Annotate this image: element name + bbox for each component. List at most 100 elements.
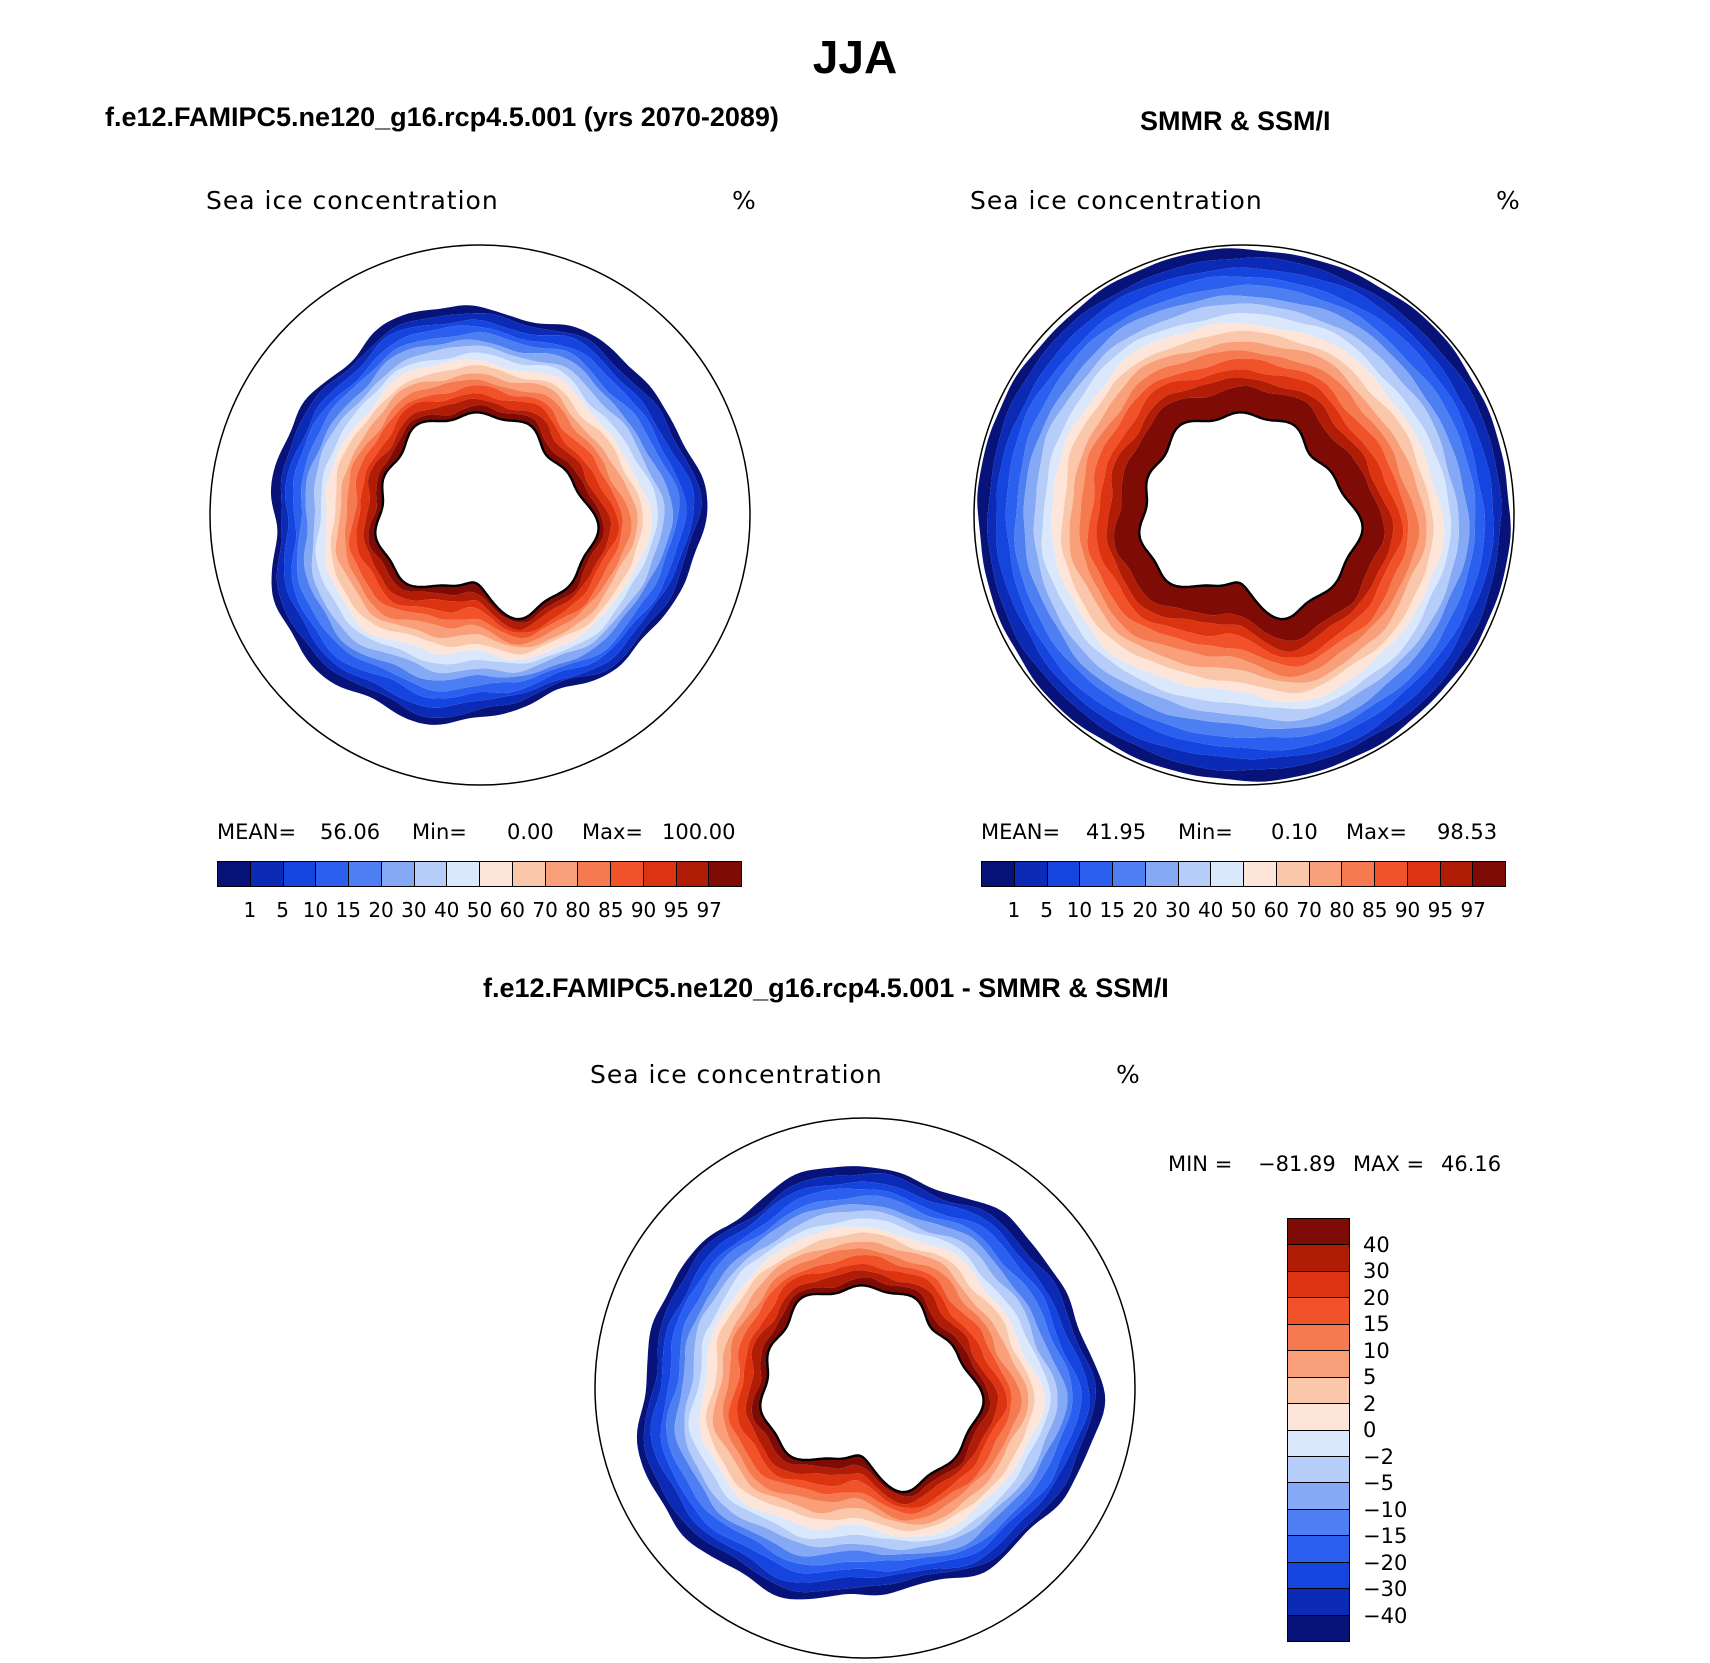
colorbar-swatch <box>1473 862 1505 886</box>
colorbar-tick-label: 50 <box>1230 898 1257 922</box>
colorbar-swatch <box>1276 862 1310 886</box>
panel-1-units-label: % <box>732 186 757 215</box>
colorbar-swatch <box>676 862 710 886</box>
colorbar-tick-label: 5 <box>276 898 289 922</box>
colorbar-tick-label: 5 <box>1363 1365 1377 1389</box>
panel-1-mean-value: 56.06 <box>320 820 381 844</box>
antarctica-land <box>374 411 600 621</box>
panel-2-mean-label: MEAN= <box>981 820 1061 844</box>
colorbar-swatch <box>1288 1536 1349 1563</box>
colorbar-tick-label: −10 <box>1363 1497 1408 1522</box>
colorbar-swatch <box>709 862 741 886</box>
colorbar-swatch <box>414 862 448 886</box>
colorbar-swatch <box>611 862 644 886</box>
map-boundary-circle <box>209 244 751 786</box>
colorbar-swatch <box>1407 862 1441 886</box>
colorbar-swatch <box>250 862 284 886</box>
colorbar-tick-label: 60 <box>1263 898 1290 922</box>
colorbar-swatch <box>1288 1298 1349 1325</box>
colorbar-tick-label: 95 <box>663 898 690 922</box>
panel-1-min-label: Min= <box>412 820 467 844</box>
colorbar-tick-label: 2 <box>1363 1391 1377 1416</box>
panel-1-mean-label: MEAN= <box>217 820 297 844</box>
panel-3-colorbar <box>1287 1218 1350 1642</box>
colorbar-tick-label: 40 <box>433 898 460 922</box>
colorbar-tick-label: 10 <box>1363 1338 1390 1363</box>
panel-1-map <box>209 244 751 786</box>
antarctica-land <box>1138 411 1364 621</box>
colorbar-swatch <box>643 862 677 886</box>
antarctica-land <box>759 1284 985 1494</box>
colorbar-swatch <box>1080 862 1113 886</box>
colorbar-swatch <box>1014 862 1048 886</box>
colorbar-swatch <box>1288 1377 1349 1405</box>
colorbar-swatch <box>1178 862 1212 886</box>
panel-3-stats: MIN = −81.89 MAX = 46.16 <box>1168 1152 1528 1178</box>
colorbar-tick-label: 15 <box>335 898 361 922</box>
colorbar-swatch <box>1145 862 1179 886</box>
panel-2-variable-label: Sea ice concentration <box>970 186 1263 215</box>
colorbar-tick-label: 95 <box>1427 898 1454 922</box>
panel-1-stats: MEAN= 56.06 Min= 0.00 Max= 100.00 <box>217 820 757 846</box>
panel-1-max-value: 100.00 <box>662 820 736 844</box>
colorbar-swatch <box>1309 862 1343 886</box>
colorbar-tick-label: 1 <box>1007 898 1021 922</box>
colorbar-swatch <box>1288 1483 1349 1510</box>
panel-3-min-value: −81.89 <box>1258 1152 1336 1176</box>
colorbar-tick-label: 97 <box>1460 898 1486 922</box>
colorbar-tick-label: 85 <box>598 898 624 922</box>
colorbar-swatch <box>1440 862 1474 886</box>
colorbar-tick-label: 20 <box>1132 898 1158 922</box>
colorbar-tick-label: 15 <box>1363 1312 1390 1336</box>
panel-2-mean-value: 41.95 <box>1086 820 1147 844</box>
colorbar-tick-label: −2 <box>1363 1444 1394 1469</box>
colorbar-swatch <box>1244 862 1277 886</box>
figure-title: JJA <box>812 31 898 83</box>
colorbar-swatch <box>1288 1351 1349 1378</box>
colorbar-tick-label: −5 <box>1363 1471 1394 1495</box>
panel-3-min-label: MIN = <box>1168 1152 1233 1176</box>
colorbar-swatch <box>1288 1324 1349 1352</box>
colorbar-swatch <box>1288 1589 1349 1616</box>
colorbar-tick-label: 0 <box>1363 1418 1377 1442</box>
colorbar-tick-label: 40 <box>1363 1232 1390 1257</box>
panel-3-max-label: MAX = <box>1353 1152 1425 1176</box>
colorbar-swatch <box>349 862 382 886</box>
panel-3-max-value: 46.16 <box>1441 1152 1502 1176</box>
colorbar-swatch <box>982 862 1015 886</box>
colorbar-swatch <box>1342 862 1375 886</box>
panel-2-title: SMMR & SSM/I <box>1140 106 1331 136</box>
colorbar-swatch <box>1288 1456 1349 1484</box>
panel-2-map <box>973 244 1515 786</box>
colorbar-tick-label: 70 <box>532 898 558 922</box>
colorbar-swatch <box>578 862 611 886</box>
panel-2-min-value: 0.10 <box>1271 820 1318 844</box>
panel-2-stats: MEAN= 41.95 Min= 0.10 Max= 98.53 <box>981 820 1521 846</box>
colorbar-swatch <box>1375 862 1408 886</box>
colorbar-swatch <box>1047 862 1081 886</box>
colorbar-tick-label: −40 <box>1363 1603 1408 1628</box>
colorbar-tick-label: 40 <box>1197 898 1224 922</box>
colorbar-tick-label: −15 <box>1363 1524 1408 1548</box>
colorbar-tick-label: 60 <box>499 898 526 922</box>
colorbar-tick-label: 97 <box>696 898 722 922</box>
colorbar-swatch <box>1288 1615 1349 1641</box>
panel-1-max-label: Max= <box>582 820 644 844</box>
panel-3-map <box>594 1117 1136 1659</box>
colorbar-tick-label: 85 <box>1362 898 1388 922</box>
panel-2-max-label: Max= <box>1346 820 1408 844</box>
ice-concentration-band <box>1114 386 1385 641</box>
colorbar-swatch <box>316 862 349 886</box>
colorbar-tick-label: 80 <box>565 898 591 922</box>
panel-3-variable-label: Sea ice concentration <box>590 1060 883 1089</box>
colorbar-swatch <box>1288 1430 1349 1457</box>
panel-3-units-label: % <box>1116 1060 1141 1089</box>
colorbar-tick-label: 30 <box>1363 1259 1390 1283</box>
colorbar-tick-label: 90 <box>630 898 657 922</box>
panel-3-colorbar-labels: 40 30 20 15 10 5 2 0 −2 −5 −10 −15 −20 −30 −40 <box>1363 1218 1443 1642</box>
panel-1-colorbar <box>217 861 742 887</box>
panel-1-colorbar-labels: 1 5 10 15 20 30 40 50 60 70 80 85 90 95 97 <box>217 898 742 922</box>
colorbar-swatch <box>1288 1562 1349 1590</box>
panel-2-max-value: 98.53 <box>1437 820 1498 844</box>
colorbar-tick-label: 80 <box>1329 898 1355 922</box>
